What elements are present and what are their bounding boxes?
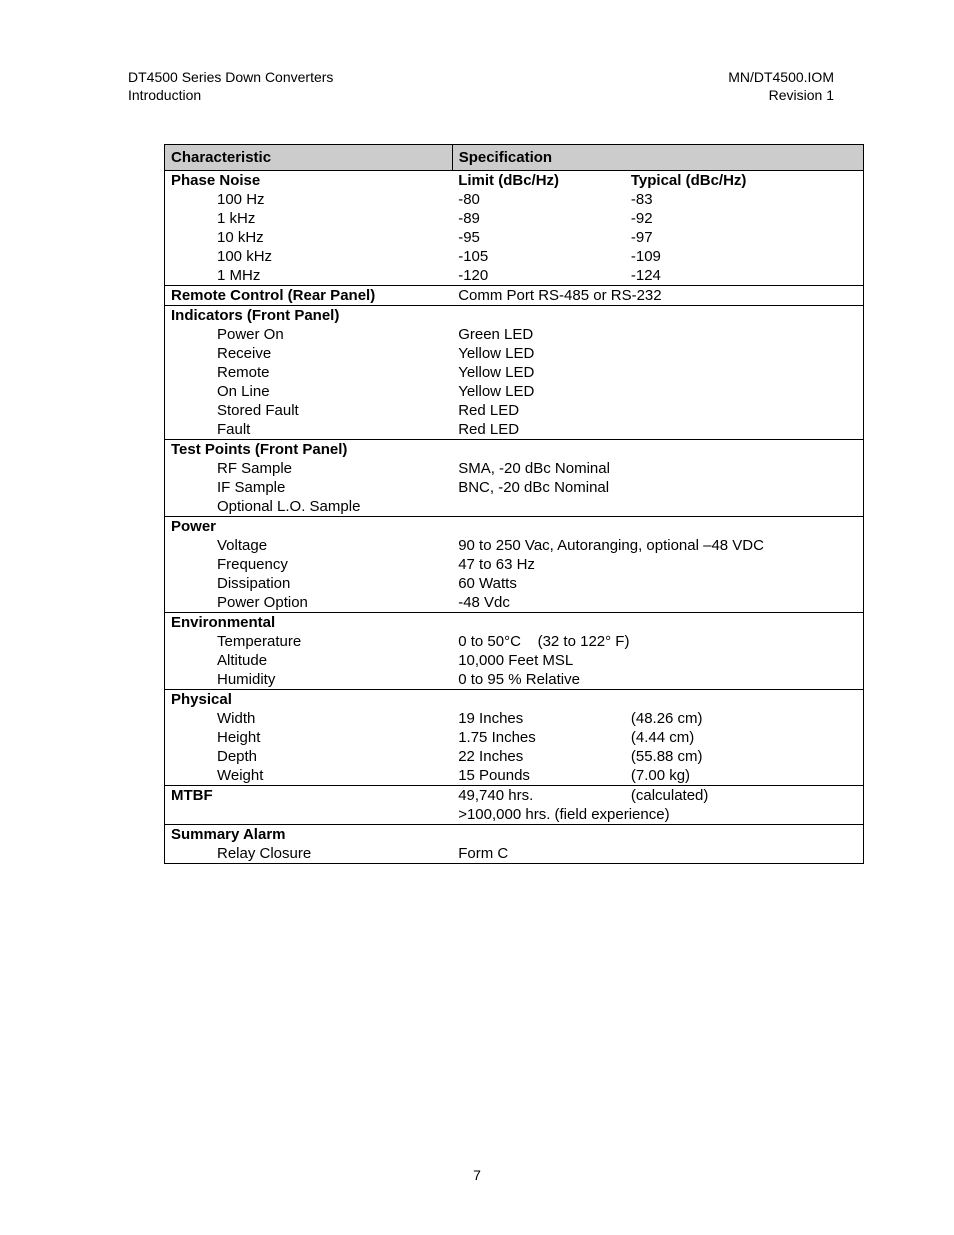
phy-key: Depth: [171, 748, 257, 765]
mtbf-b: (calculated): [625, 786, 864, 806]
pn-typ: -124: [625, 266, 864, 286]
remote-control-value: Comm Port RS-485 or RS-232: [452, 286, 863, 306]
col-header-characteristic: Characteristic: [165, 145, 453, 171]
tp-key: IF Sample: [171, 479, 285, 496]
header-left-line2: Introduction: [128, 87, 201, 103]
ind-key: Fault: [171, 421, 250, 438]
pw-val: 47 to 63 Hz: [452, 555, 863, 574]
pn-limit: -105: [452, 247, 625, 266]
tp-val: SMA, -20 dBc Nominal: [452, 459, 863, 478]
pw-key: Frequency: [171, 556, 288, 573]
phy-a: 22 Inches: [452, 747, 625, 766]
header-right: MN/DT4500.IOM Revision 1: [728, 68, 834, 104]
pn-freq: 10 kHz: [171, 229, 264, 246]
section-environmental: Environmental: [171, 614, 275, 631]
label-typical: Typical (dBc/Hz): [631, 172, 747, 189]
sa-val: Form C: [452, 844, 863, 864]
pn-typ: -92: [625, 209, 864, 228]
pw-val: 90 to 250 Vac, Autoranging, optional –48…: [452, 536, 863, 555]
phy-key: Weight: [171, 767, 263, 784]
phy-b: (4.44 cm): [625, 728, 864, 747]
header-left-line1: DT4500 Series Down Converters: [128, 69, 333, 85]
section-remote-control: Remote Control (Rear Panel): [171, 287, 375, 304]
pn-limit: -120: [452, 266, 625, 286]
section-phase-noise: Phase Noise: [171, 172, 260, 189]
pn-limit: -80: [452, 190, 625, 209]
pn-freq: 1 MHz: [171, 267, 260, 284]
env-val: 0 to 95 % Relative: [452, 670, 863, 690]
section-mtbf: MTBF: [171, 787, 213, 804]
ind-val: Red LED: [452, 420, 863, 440]
pn-typ: -97: [625, 228, 864, 247]
env-key: Humidity: [171, 671, 275, 688]
ind-val: Yellow LED: [452, 382, 863, 401]
tp-key: RF Sample: [171, 460, 292, 477]
ind-key: Receive: [171, 345, 271, 362]
tp-key: Optional L.O. Sample: [171, 498, 360, 515]
phy-key: Height: [171, 729, 260, 746]
ind-val: Red LED: [452, 401, 863, 420]
pn-freq: 100 Hz: [171, 191, 265, 208]
pw-key: Dissipation: [171, 575, 290, 592]
header-right-line2: Revision 1: [769, 87, 834, 103]
section-physical: Physical: [171, 691, 232, 708]
label-limit: Limit (dBc/Hz): [458, 172, 559, 189]
section-power: Power: [171, 518, 216, 535]
page-header: DT4500 Series Down Converters Introducti…: [128, 68, 834, 104]
pn-typ: -109: [625, 247, 864, 266]
ind-val: Yellow LED: [452, 344, 863, 363]
env-val: 10,000 Feet MSL: [452, 651, 863, 670]
phy-a: 15 Pounds: [452, 766, 625, 786]
pn-limit: -95: [452, 228, 625, 247]
section-summary-alarm: Summary Alarm: [171, 826, 286, 843]
phy-b: (48.26 cm): [625, 709, 864, 728]
pn-typ: -83: [625, 190, 864, 209]
ind-val: Yellow LED: [452, 363, 863, 382]
ind-key: Remote: [171, 364, 270, 381]
pw-val: 60 Watts: [452, 574, 863, 593]
pn-freq: 100 kHz: [171, 248, 272, 265]
phy-key: Width: [171, 710, 255, 727]
ind-key: Stored Fault: [171, 402, 299, 419]
pn-freq: 1 kHz: [171, 210, 255, 227]
header-left: DT4500 Series Down Converters Introducti…: [128, 68, 333, 104]
document-page: DT4500 Series Down Converters Introducti…: [0, 0, 954, 1235]
ind-val: Green LED: [452, 325, 863, 344]
pw-key: Voltage: [171, 537, 267, 554]
section-indicators: Indicators (Front Panel): [171, 307, 339, 324]
phy-a: 1.75 Inches: [452, 728, 625, 747]
ind-key: On Line: [171, 383, 270, 400]
phy-a: 19 Inches: [452, 709, 625, 728]
env-key: Altitude: [171, 652, 267, 669]
mtbf-a: 49,740 hrs.: [452, 786, 625, 806]
pn-limit: -89: [452, 209, 625, 228]
env-key: Temperature: [171, 633, 301, 650]
pw-val: -48 Vdc: [452, 593, 863, 613]
section-test-points: Test Points (Front Panel): [171, 441, 347, 458]
sa-key: Relay Closure: [171, 845, 311, 862]
spec-table: Characteristic Specification Phase Noise…: [164, 144, 864, 864]
pw-key: Power Option: [171, 594, 308, 611]
ind-key: Power On: [171, 326, 284, 343]
phy-b: (55.88 cm): [625, 747, 864, 766]
tp-val: BNC, -20 dBc Nominal: [452, 478, 863, 497]
tp-val: [452, 497, 863, 517]
mtbf-line2: >100,000 hrs. (field experience): [452, 805, 863, 825]
phy-b: (7.00 kg): [625, 766, 864, 786]
col-header-specification: Specification: [452, 145, 863, 171]
header-right-line1: MN/DT4500.IOM: [728, 69, 834, 85]
env-val: 0 to 50°C (32 to 122° F): [452, 632, 863, 651]
page-number: 7: [0, 1167, 954, 1183]
